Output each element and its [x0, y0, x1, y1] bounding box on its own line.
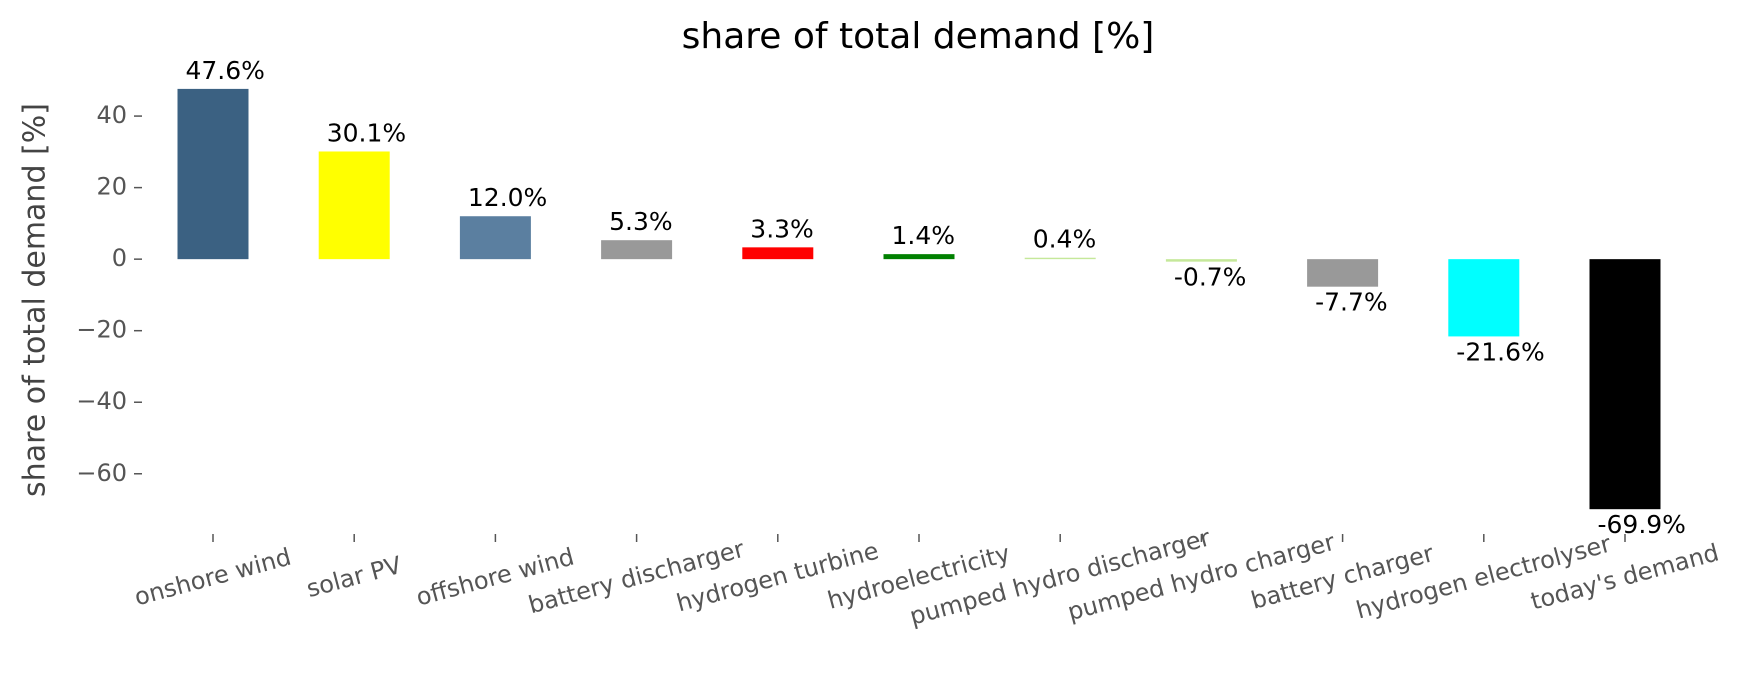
bar — [1589, 259, 1661, 510]
y-tick-label: 20 — [96, 173, 127, 201]
chart-title: share of total demand [%] — [682, 16, 1155, 57]
bar — [1024, 257, 1096, 260]
value-label: 0.4% — [1033, 225, 1097, 254]
value-label: -7.7% — [1315, 288, 1388, 317]
bar — [1307, 259, 1379, 287]
y-axis-label: share of total demand [%] — [18, 103, 53, 497]
y-tick-label: −40 — [76, 387, 127, 415]
y-tick-label: 40 — [96, 101, 127, 129]
value-label: 1.4% — [892, 221, 956, 250]
value-label: 3.3% — [750, 214, 814, 243]
value-label: 47.6% — [186, 56, 265, 85]
bar — [742, 247, 814, 260]
value-label: 12.0% — [468, 183, 547, 212]
bar — [459, 216, 531, 260]
bar — [177, 88, 249, 260]
value-label: 5.3% — [609, 207, 673, 236]
y-tick-label: 0 — [112, 244, 127, 272]
value-label: -21.6% — [1456, 337, 1544, 366]
y-tick-label: −60 — [76, 459, 127, 487]
value-label: 30.1% — [327, 118, 406, 147]
x-tick-label: solar PV — [303, 551, 404, 603]
bar — [601, 240, 673, 260]
bar — [883, 254, 955, 260]
x-tick-label: onshore wind — [131, 543, 294, 612]
bar — [318, 151, 390, 260]
bar — [1165, 259, 1237, 262]
value-label: -0.7% — [1174, 263, 1247, 292]
bar — [1448, 259, 1520, 337]
y-tick-label: −20 — [76, 316, 127, 344]
value-label: -69.9% — [1598, 510, 1686, 539]
